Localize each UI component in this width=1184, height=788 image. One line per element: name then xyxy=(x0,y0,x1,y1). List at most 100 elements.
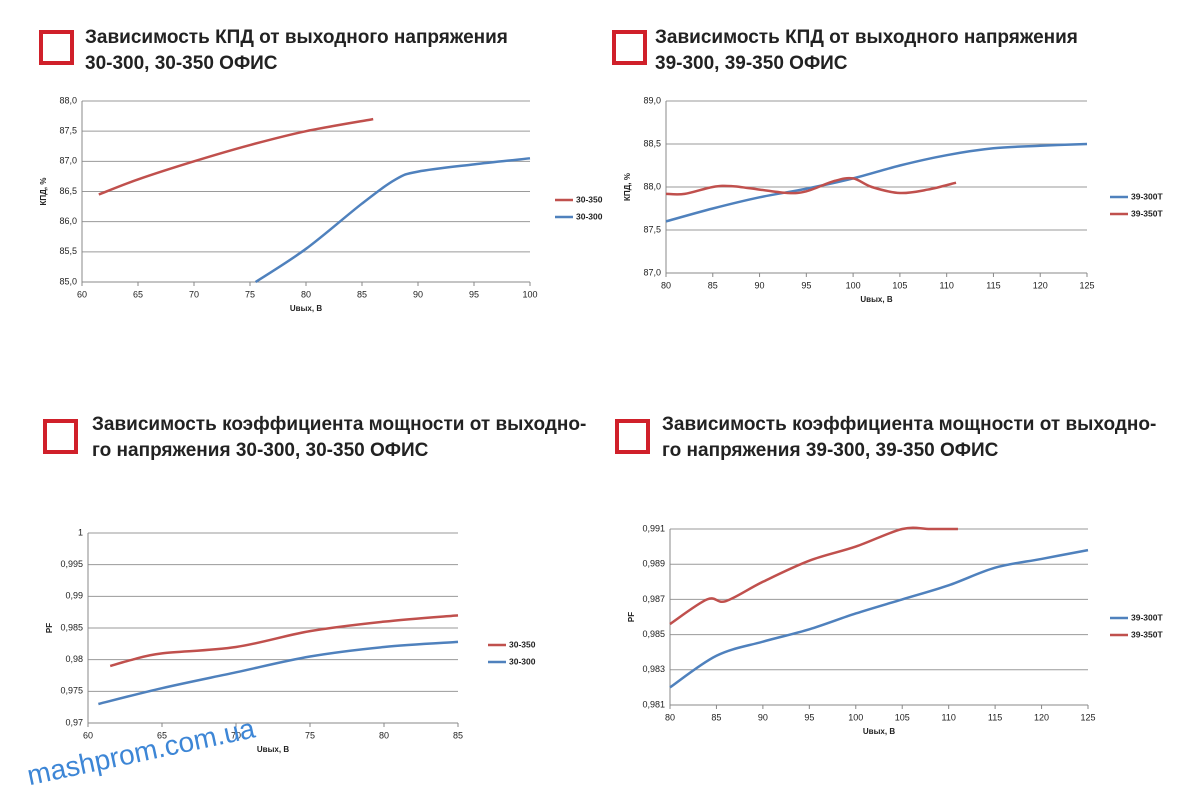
x-tick-label: 95 xyxy=(801,280,811,290)
chart: Зависимость КПД от выходного напряжения 3… xyxy=(39,27,603,313)
x-tick-label: 120 xyxy=(1034,712,1049,722)
icon xyxy=(43,419,78,454)
x-tick-label: 65 xyxy=(157,730,167,740)
x-tick-label: 60 xyxy=(77,289,87,299)
series-line xyxy=(109,614,459,668)
x-tick-label: 100 xyxy=(848,712,863,722)
chart-title: 39-300, 39-350 ОФИС xyxy=(655,53,848,74)
watermark: mashprom.com.ua xyxy=(24,712,258,788)
x-tick-label: 85 xyxy=(453,730,463,740)
chart-title: 30-300, 30-350 ОФИС xyxy=(85,53,278,74)
y-axis-label: PF xyxy=(45,623,54,633)
chart-title: Зависимость КПД от выходного напряжения xyxy=(85,27,508,48)
icon xyxy=(615,419,650,454)
x-tick-label: 115 xyxy=(986,280,1000,290)
y-tick-label: 0,985 xyxy=(60,622,83,632)
y-tick-label: 88,5 xyxy=(643,138,661,148)
x-tick-label: 60 xyxy=(83,730,93,740)
y-tick-label: 0,991 xyxy=(642,523,665,533)
x-tick-label: 85 xyxy=(708,280,718,290)
legend-label: 39-350T xyxy=(1131,629,1163,639)
y-tick-label: 89,0 xyxy=(643,95,661,105)
x-tick-label: 105 xyxy=(895,712,910,722)
y-tick-label: 85,5 xyxy=(59,246,77,256)
y-tick-label: 88,0 xyxy=(643,181,661,191)
y-tick-label: 87,0 xyxy=(59,156,77,166)
chart: Зависимость коэффициента мощности от вых… xyxy=(45,414,586,754)
y-axis-label: КПД, % xyxy=(623,173,632,201)
chart-title: го напряжения 39-300, 39-350 ОФИС xyxy=(662,440,999,461)
x-tick-label: 110 xyxy=(939,280,953,290)
x-tick-label: 70 xyxy=(231,730,241,740)
y-tick-label: 88,0 xyxy=(59,95,77,105)
y-tick-label: 87,0 xyxy=(643,267,661,277)
x-tick-label: 80 xyxy=(301,289,311,299)
y-tick-label: 85,0 xyxy=(59,276,77,286)
y-axis-label: PF xyxy=(627,612,636,622)
x-tick-label: 85 xyxy=(711,712,721,722)
y-tick-label: 0,983 xyxy=(642,664,665,674)
x-tick-label: 95 xyxy=(469,289,479,299)
x-tick-label: 105 xyxy=(892,280,907,290)
x-tick-label: 75 xyxy=(245,289,255,299)
y-tick-label: 1 xyxy=(78,527,83,537)
x-tick-label: 80 xyxy=(661,280,671,290)
x-tick-label: 95 xyxy=(804,712,814,722)
x-tick-label: 85 xyxy=(357,289,367,299)
legend-label: 30-350 xyxy=(509,639,536,649)
chart-title: го напряжения 30-300, 30-350 ОФИС xyxy=(92,440,429,461)
chart-title: Зависимость коэффициента мощности от вых… xyxy=(662,414,1156,435)
x-axis-label: Uвых, В xyxy=(863,727,895,736)
x-tick-label: 75 xyxy=(305,730,315,740)
legend-label: 39-350Т xyxy=(1131,208,1163,218)
x-axis-label: Uвых, В xyxy=(290,304,322,313)
y-tick-label: 0,99 xyxy=(65,591,83,601)
legend-label: 30-300 xyxy=(509,656,536,666)
x-tick-label: 115 xyxy=(988,712,1002,722)
x-tick-label: 80 xyxy=(379,730,389,740)
x-tick-label: 70 xyxy=(189,289,199,299)
series-line xyxy=(665,176,957,196)
chart: Зависимость КПД от выходного напряжения 3… xyxy=(623,27,1163,304)
y-axis-label: КПД, % xyxy=(39,178,48,206)
x-axis-label: Uвых, В xyxy=(860,295,892,304)
series-line xyxy=(254,157,531,284)
series-line xyxy=(669,548,1089,689)
y-tick-label: 0,985 xyxy=(642,629,665,639)
x-tick-label: 125 xyxy=(1079,280,1094,290)
y-tick-label: 0,989 xyxy=(642,559,665,569)
icon xyxy=(612,30,647,65)
y-tick-label: 0,98 xyxy=(65,654,83,664)
x-tick-label: 90 xyxy=(413,289,423,299)
series-line xyxy=(669,526,958,626)
y-tick-label: 86,5 xyxy=(59,186,77,196)
legend-label: 30-350 xyxy=(576,194,603,204)
x-tick-label: 125 xyxy=(1080,712,1095,722)
x-tick-label: 110 xyxy=(941,712,955,722)
chart-title: Зависимость КПД от выходного напряжения xyxy=(655,27,1078,48)
y-tick-label: 87,5 xyxy=(643,224,661,234)
series-line xyxy=(665,142,1088,223)
y-tick-label: 0,97 xyxy=(65,717,83,727)
y-tick-label: 86,0 xyxy=(59,216,77,226)
x-tick-label: 100 xyxy=(522,289,537,299)
y-tick-label: 0,987 xyxy=(642,594,665,604)
legend-label: 39-300Т xyxy=(1131,191,1163,201)
legend-label: 30-300 xyxy=(576,211,603,221)
icon xyxy=(39,30,74,65)
y-tick-label: 87,5 xyxy=(59,126,77,136)
y-tick-label: 0,981 xyxy=(642,699,665,709)
chart: Зависимость коэффициента мощности от вых… xyxy=(627,414,1163,736)
x-tick-label: 120 xyxy=(1033,280,1048,290)
x-axis-label: Uвых, В xyxy=(257,745,289,754)
x-tick-label: 100 xyxy=(846,280,861,290)
legend-label: 39-300T xyxy=(1131,612,1163,622)
series-line xyxy=(98,117,374,196)
chart-title: Зависимость коэффициента мощности от вых… xyxy=(92,414,586,435)
series-line xyxy=(98,640,459,706)
y-tick-label: 0,975 xyxy=(60,686,83,696)
y-tick-label: 0,995 xyxy=(60,559,83,569)
x-tick-label: 90 xyxy=(758,712,768,722)
x-tick-label: 80 xyxy=(665,712,675,722)
